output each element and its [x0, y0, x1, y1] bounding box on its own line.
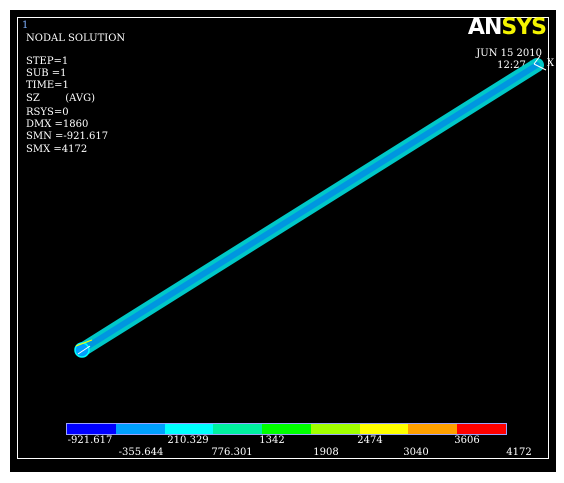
info-rsys: RSYS=0: [26, 107, 69, 118]
contour-legend: [66, 423, 507, 435]
legend-label: 776.301: [211, 447, 253, 458]
triad-x-axis: [533, 63, 547, 71]
legend-label: 1908: [313, 447, 339, 458]
time-label: 12:27:22: [497, 60, 542, 71]
legend-swatch-4: [262, 424, 311, 434]
legend-swatch-5: [310, 424, 360, 434]
legend-label: 2474: [357, 435, 383, 446]
info-smx: SMX =4172: [26, 144, 88, 155]
legend-swatch-7: [408, 424, 458, 434]
ansys-logo: ANSYS: [467, 15, 547, 40]
legend-label: 210.329: [167, 435, 209, 446]
legend-label: -355.644: [118, 447, 164, 458]
info-time: TIME=1: [26, 80, 69, 91]
info-smn: SMN =-921.617: [26, 131, 109, 142]
legend-swatch-2: [164, 424, 214, 434]
beam-core: [79, 62, 540, 353]
graphics-window[interactable]: 1 NODAL SOLUTION STEP=1 SUB =1 TIME=1 SZ…: [10, 10, 556, 472]
triad-x-label: X: [547, 58, 555, 69]
date-label: JUN 15 2010: [476, 48, 542, 59]
logo-sys: SYS: [501, 15, 547, 40]
info-step: STEP=1: [26, 56, 69, 67]
model-viewport[interactable]: X: [10, 10, 556, 472]
info-component: SZ (AVG): [26, 93, 95, 104]
info-dmx: DMX =1860: [26, 119, 89, 130]
legend-label: 1342: [259, 435, 285, 446]
plot-title: NODAL SOLUTION: [26, 33, 126, 44]
legend-label: -921.617: [67, 435, 113, 446]
window-number: 1: [22, 20, 29, 31]
legend-swatch-6: [359, 424, 409, 434]
legend-label: 3606: [454, 435, 480, 446]
logo-an: AN: [467, 15, 502, 40]
legend-swatch-3: [213, 424, 263, 434]
support-mark-2: [77, 345, 91, 355]
legend-label: 4172: [506, 447, 532, 458]
info-sub: SUB =1: [26, 68, 67, 79]
legend-swatch-1: [115, 424, 165, 434]
support-mark: [75, 339, 93, 347]
legend-label: 3040: [403, 447, 429, 458]
triad-y-axis: [533, 55, 541, 65]
legend-swatch-0: [67, 424, 116, 434]
legend-swatch-8: [457, 424, 507, 434]
